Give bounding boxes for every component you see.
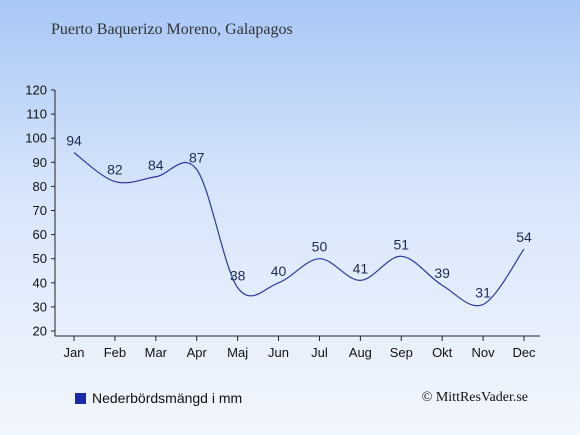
- legend: Nederbördsmängd i mm: [75, 390, 242, 406]
- data-point: [523, 248, 525, 250]
- data-label: 50: [312, 239, 328, 255]
- data-label: 94: [66, 133, 82, 149]
- data-label: 84: [148, 157, 164, 173]
- data-label: 39: [434, 265, 450, 281]
- x-tick-label: Sep: [390, 345, 413, 360]
- x-tick-label: Jan: [64, 345, 85, 360]
- data-label: 41: [353, 260, 369, 276]
- y-tick-label: 70: [33, 203, 47, 218]
- x-tick-label: Apr: [187, 345, 208, 360]
- y-tick-label: 90: [33, 155, 47, 170]
- x-tick-label: Dec: [512, 345, 536, 360]
- x-tick-label: Nov: [472, 345, 496, 360]
- chart-title: Puerto Baquerizo Moreno, Galapagos: [51, 21, 293, 38]
- data-label: 38: [230, 268, 246, 284]
- y-tick-label: 40: [33, 275, 47, 290]
- x-tick-label: Okt: [432, 345, 453, 360]
- data-label: 40: [271, 263, 287, 279]
- y-tick-label: 30: [33, 299, 47, 314]
- x-tick-label: Aug: [349, 345, 372, 360]
- y-tick-label: 80: [33, 179, 47, 194]
- y-tick-label: 100: [25, 131, 47, 146]
- data-point: [73, 152, 75, 154]
- data-point: [278, 282, 280, 284]
- data-point: [237, 287, 239, 289]
- data-label: 51: [393, 236, 409, 252]
- y-tick-label: 110: [26, 107, 47, 122]
- data-point: [196, 169, 198, 171]
- data-point: [441, 284, 443, 286]
- legend-swatch: [75, 392, 86, 404]
- data-label: 31: [475, 284, 491, 300]
- legend-label: Nederbördsmängd i mm: [92, 390, 243, 406]
- data-point: [359, 279, 361, 281]
- data-point: [318, 258, 320, 260]
- y-tick-label: 60: [33, 227, 47, 242]
- x-tick-label: Mar: [145, 345, 168, 360]
- x-tick-label: Feb: [104, 345, 126, 360]
- y-tick-label: 120: [25, 83, 47, 98]
- data-point: [482, 303, 484, 305]
- data-label: 82: [107, 162, 123, 178]
- y-tick-label: 20: [33, 324, 47, 339]
- x-tick-label: Maj: [227, 345, 248, 360]
- data-label: 87: [189, 150, 205, 166]
- data-point: [400, 255, 402, 257]
- series-line: [73, 152, 525, 307]
- credit: © MittResVader.se: [421, 390, 528, 405]
- data-point: [155, 176, 157, 178]
- y-tick-label: 50: [33, 251, 47, 266]
- data-point: [114, 181, 116, 183]
- x-tick-label: Jun: [268, 345, 289, 360]
- x-tick-label: Jul: [311, 345, 328, 360]
- data-label: 54: [516, 229, 532, 245]
